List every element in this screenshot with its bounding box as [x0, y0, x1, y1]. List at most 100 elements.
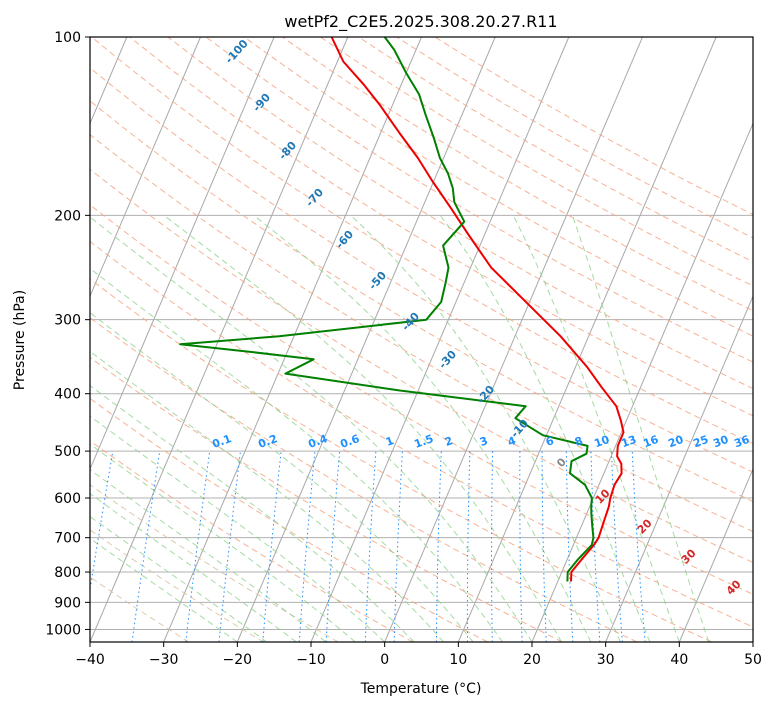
moist-adiabat — [90, 312, 474, 642]
dry-adiabat — [243, 37, 753, 337]
mixing-ratio-label: 36 — [732, 433, 751, 451]
mixing-ratio-line — [298, 451, 316, 642]
y-tick-label: 300 — [54, 313, 81, 329]
mixing-ratio-label: 0.4 — [306, 432, 329, 451]
dry-adiabat — [90, 529, 264, 642]
y-tick-label: 900 — [54, 595, 81, 611]
mixing-ratio-line — [519, 451, 523, 642]
x-tick-label: 30 — [597, 652, 615, 668]
dry-adiabat — [90, 204, 753, 595]
temperature-line — [330, 37, 625, 582]
y-tick-label: 400 — [54, 387, 81, 403]
y-axis-label: Pressure (hPa) — [12, 290, 28, 390]
moist-adiabat — [90, 267, 503, 642]
isotherm-line — [384, 37, 643, 642]
moist-adiabat — [512, 215, 680, 642]
x-tick-label: −40 — [75, 652, 105, 668]
mixing-ratio-line — [325, 451, 341, 642]
mixing-ratio-line — [90, 451, 114, 593]
x-tick-label: 50 — [744, 652, 762, 668]
mixing-ratio-line — [262, 451, 282, 642]
mixing-ratio-line — [631, 451, 646, 642]
mixing-ratio-line — [218, 451, 241, 642]
mixing-ratio-line — [590, 451, 601, 642]
moist-adiabat — [90, 350, 444, 642]
dry-adiabat — [90, 397, 488, 642]
mixing-ratio-line — [565, 451, 574, 642]
mixing-ratio-label: 8 — [573, 434, 585, 449]
x-tick-label: 10 — [449, 652, 467, 668]
mixing-ratio-line — [491, 451, 494, 642]
moist-adiabat — [90, 443, 356, 642]
mixing-ratio-label: 0.2 — [256, 432, 279, 451]
isotherm-line — [90, 37, 201, 298]
dry-adiabat — [91, 37, 753, 445]
mixing-ratio-label: 0.6 — [338, 432, 361, 451]
moist-adiabat — [90, 415, 386, 642]
mixing-ratio-label: 13 — [619, 433, 638, 450]
mixing-ratio-line — [131, 451, 161, 642]
isotherm-line — [90, 37, 349, 642]
dry-adiabat — [90, 484, 339, 642]
moist-adiabat — [253, 214, 592, 642]
moist-adiabat — [439, 215, 651, 642]
mixing-ratio-label: 2 — [443, 434, 455, 449]
mixing-ratio-label: 6 — [544, 434, 556, 449]
x-tick-label: −30 — [149, 652, 179, 668]
y-tick-label: 100 — [54, 30, 81, 46]
isotherm-line — [678, 467, 753, 642]
mixing-ratio-line — [435, 451, 442, 642]
mixing-ratio-label: 4 — [506, 434, 518, 449]
mixing-ratio-label: 10 — [592, 433, 611, 451]
mixing-ratio-label: 25 — [691, 433, 710, 450]
dry-adiabat — [129, 37, 753, 417]
dry-adiabat — [90, 317, 638, 642]
dry-adiabat — [90, 168, 753, 564]
dry-adiabat — [90, 100, 753, 503]
isotherm-line — [605, 295, 753, 642]
mixing-ratio-line — [541, 451, 547, 642]
moist-adiabat — [90, 537, 238, 642]
dry-adiabat — [282, 37, 753, 312]
mixing-ratio-line — [466, 451, 471, 642]
y-tick-label: 200 — [54, 208, 81, 224]
isotherm-line — [457, 37, 717, 642]
mixing-ratio-layer — [90, 451, 646, 642]
isotherm-line — [163, 37, 422, 642]
dry-adiabat — [90, 356, 563, 642]
mixing-ratio-label: 20 — [666, 433, 685, 451]
x-tick-label: −10 — [296, 652, 326, 668]
x-tick-label: 20 — [523, 652, 541, 668]
x-axis-label: Temperature (°C) — [360, 681, 482, 697]
chart-title: wetPf2_C2E5.2025.308.20.27.R11 — [284, 12, 557, 32]
dry-adiabat — [90, 240, 753, 628]
x-tick-label: 0 — [380, 652, 389, 668]
mixing-ratio-line — [364, 451, 377, 642]
moist-adiabat — [571, 215, 710, 642]
dewpoint-line — [179, 37, 595, 582]
isotherm-line — [90, 37, 275, 471]
moist-adiabat — [90, 515, 268, 642]
y-tick-label: 700 — [54, 531, 81, 547]
plot-frame — [89, 36, 754, 643]
isotherm-line — [236, 37, 496, 642]
mixing-ratio-label: 16 — [641, 433, 660, 451]
series-layer — [179, 37, 625, 582]
isotherm-line — [531, 122, 753, 642]
dry-adiabat — [90, 278, 712, 642]
mixing-ratio-label: 30 — [711, 433, 730, 451]
y-tick-label: 1000 — [45, 622, 81, 638]
x-tick-label: −20 — [223, 652, 253, 668]
mixing-ratio-line — [611, 451, 623, 642]
moist-adiabat — [90, 469, 327, 642]
y-tick-label: 600 — [54, 491, 81, 507]
mixing-ratio-line — [393, 451, 403, 642]
y-tick-label: 800 — [54, 565, 81, 581]
mixing-ratio-label: 0.1 — [210, 432, 233, 451]
mixing-ratio-label: 1.5 — [412, 432, 435, 451]
moist-adiabat — [90, 493, 297, 642]
x-tick-label: 40 — [670, 652, 688, 668]
moist-adiabat — [90, 384, 415, 642]
